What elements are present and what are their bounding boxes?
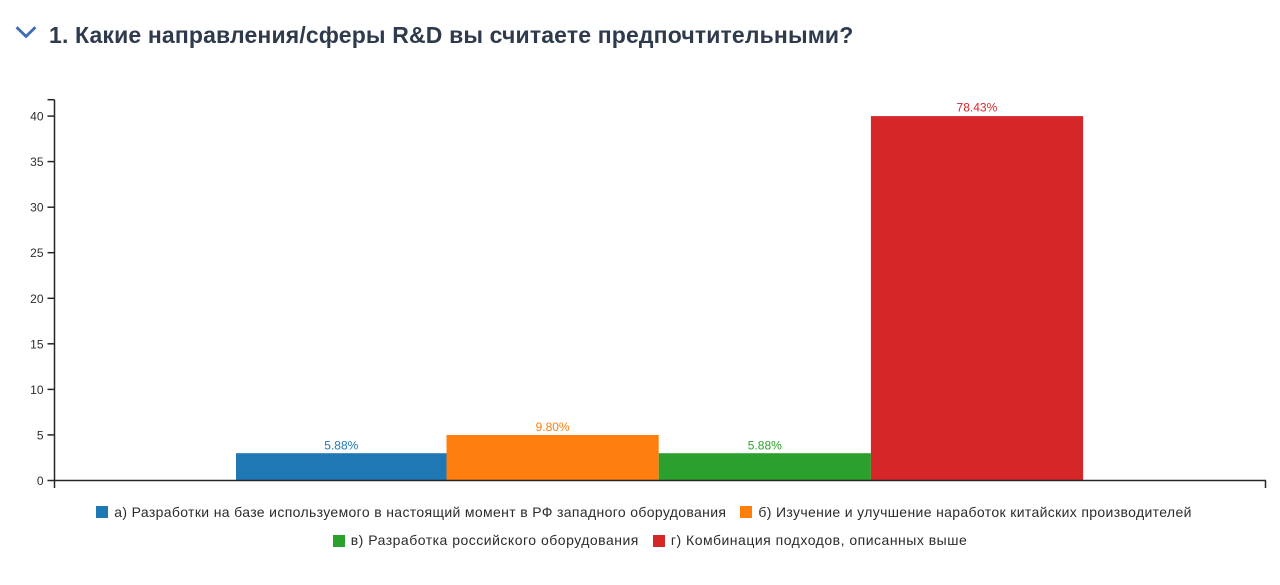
svg-text:15: 15 — [30, 337, 44, 351]
svg-text:20: 20 — [30, 292, 44, 306]
svg-text:40: 40 — [30, 110, 44, 124]
svg-text:35: 35 — [30, 155, 44, 169]
svg-text:9.80%: 9.80% — [536, 420, 570, 434]
svg-text:25: 25 — [30, 246, 44, 260]
svg-text:0: 0 — [37, 474, 44, 488]
svg-text:5.88%: 5.88% — [324, 438, 358, 452]
svg-text:78.43%: 78.43% — [957, 101, 998, 115]
svg-text:5.88%: 5.88% — [748, 438, 782, 452]
svg-text:30: 30 — [30, 201, 44, 215]
svg-text:10: 10 — [30, 383, 44, 397]
svg-text:5: 5 — [37, 428, 44, 442]
